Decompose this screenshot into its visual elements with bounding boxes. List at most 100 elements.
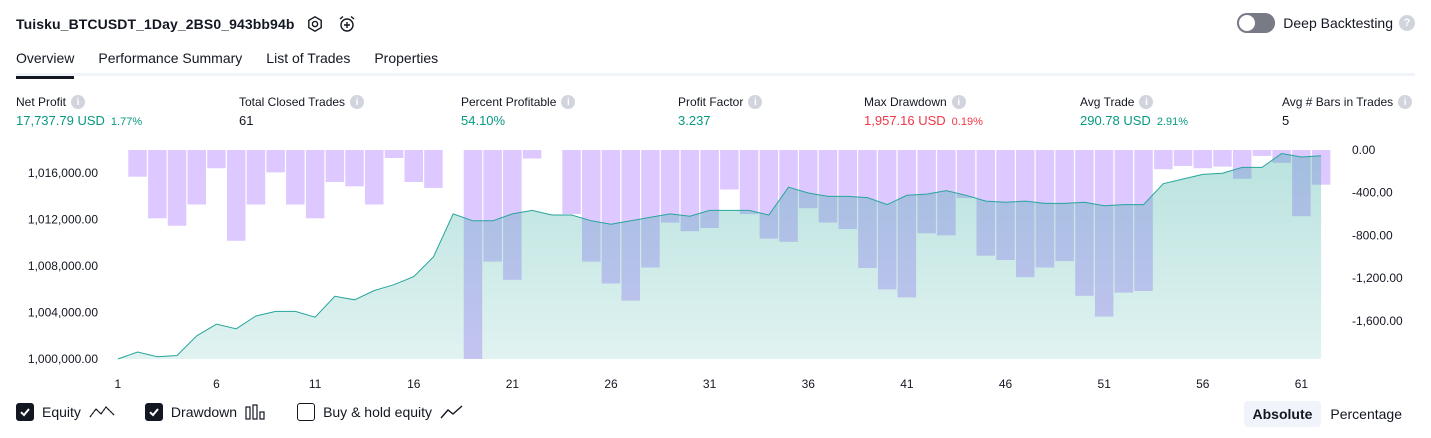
- metric-value: 5: [1282, 113, 1290, 128]
- chart-legend: Equity Drawdown Buy & hold equity: [16, 403, 494, 421]
- legend-label: Equity: [42, 404, 81, 420]
- info-icon[interactable]: i: [350, 95, 365, 109]
- metric-max-drawdown: Max Drawdown i 1,957.16 USD 0.19%: [864, 94, 983, 128]
- left-axis-tick: 1,000,000.00: [28, 352, 98, 366]
- left-axis-tick: 1,008,000.00: [28, 259, 98, 273]
- drawdown-bar: [562, 150, 581, 215]
- x-axis-tick: 41: [900, 377, 914, 391]
- deep-backtesting-toggle[interactable]: [1237, 13, 1276, 33]
- value-mode-switch: Absolute Percentage: [1243, 401, 1412, 427]
- drawdown-bar: [345, 150, 364, 187]
- metric-value: 61: [239, 113, 254, 128]
- legend-buy-hold[interactable]: Buy & hold equity: [297, 403, 464, 421]
- x-axis-tick: 1: [115, 377, 122, 391]
- info-icon[interactable]: i: [1139, 95, 1154, 109]
- mode-absolute[interactable]: Absolute: [1243, 401, 1322, 427]
- equity-area: [117, 153, 1322, 359]
- right-axis-tick: 0.00: [1352, 143, 1376, 157]
- x-axis: 1 6 11 16 21 26 31 36 41 46 51 56 61: [115, 377, 1309, 391]
- metric-label: Net Profit: [16, 95, 67, 109]
- legend-drawdown[interactable]: Drawdown: [144, 403, 267, 421]
- drawdown-bar: [167, 150, 187, 226]
- x-axis-tick: 31: [703, 377, 717, 391]
- settings-hex-icon[interactable]: [304, 13, 326, 35]
- x-axis-tick: 56: [1196, 377, 1210, 391]
- drawdown-bar: [1193, 150, 1212, 169]
- metric-percent: 0.19%: [951, 116, 983, 128]
- right-axis: 0.00 -400.00 -800.00 -1,200.00 -1,600.00: [1352, 143, 1403, 328]
- info-icon[interactable]: i: [71, 95, 86, 109]
- tab-performance-summary[interactable]: Performance Summary: [98, 50, 243, 66]
- equity-drawdown-chart[interactable]: 1,000,000.00 1,004,000.00 1,008,000.00 1,01…: [0, 140, 1431, 395]
- drawdown-bar: [325, 150, 345, 182]
- help-icon[interactable]: ?: [1399, 15, 1415, 31]
- metric-percent-profitable: Percent Profitable i 54.10%: [461, 94, 576, 128]
- mode-percentage[interactable]: Percentage: [1330, 406, 1402, 422]
- right-axis-tick: -800.00: [1352, 228, 1393, 242]
- info-icon[interactable]: i: [951, 95, 966, 109]
- legend-label: Drawdown: [170, 404, 238, 420]
- drawdown-bar: [424, 150, 443, 188]
- report-tabs: Overview Performance Summary List of Tra…: [16, 46, 1415, 79]
- drawdown-bar: [660, 150, 680, 223]
- equity-checkbox[interactable]: [16, 403, 34, 421]
- drawdown-bar: [128, 150, 147, 177]
- buy-hold-checkbox[interactable]: [297, 403, 316, 421]
- info-icon[interactable]: i: [561, 95, 576, 109]
- alarm-add-icon[interactable]: [336, 13, 358, 35]
- drawdown-bar: [1252, 150, 1272, 156]
- metric-label: Avg Trade: [1080, 95, 1135, 109]
- metric-total-closed-trades: Total Closed Trades i 61: [239, 94, 365, 128]
- x-axis-tick: 11: [309, 377, 322, 391]
- metric-profit-factor: Profit Factor i 3.237: [678, 94, 763, 128]
- drawdown-bar: [522, 150, 542, 159]
- strategy-header: Tuisku_BTCUSDT_1Day_2BS0_943bb94b: [16, 12, 358, 36]
- drawdown-bars-icon: [245, 404, 267, 420]
- metric-label: Total Closed Trades: [239, 95, 346, 109]
- tab-list-of-trades[interactable]: List of Trades: [266, 50, 351, 66]
- tab-properties[interactable]: Properties: [374, 50, 439, 66]
- drawdown-bar: [956, 150, 976, 199]
- strategy-title: Tuisku_BTCUSDT_1Day_2BS0_943bb94b: [16, 16, 295, 32]
- metric-avg-trade: Avg Trade i 290.78 USD 2.91%: [1080, 94, 1188, 128]
- metric-net-profit: Net Profit i 17,737.79 USD 1.77%: [16, 94, 142, 128]
- metric-value: 3.237: [678, 113, 711, 128]
- deep-backtesting: Deep Backtesting ?: [1237, 13, 1415, 33]
- tab-overview[interactable]: Overview: [16, 46, 75, 79]
- info-icon[interactable]: i: [1398, 95, 1413, 109]
- left-axis-tick: 1,012,000.00: [28, 213, 98, 227]
- drawdown-bar: [1173, 150, 1193, 166]
- drawdown-bar: [365, 150, 384, 205]
- right-axis-tick: -1,200.00: [1352, 271, 1403, 285]
- drawdown-bar: [404, 150, 423, 182]
- metric-value: 290.78 USD: [1080, 113, 1151, 128]
- left-axis-tick: 1,004,000.00: [28, 306, 98, 320]
- drawdown-bar: [384, 150, 404, 158]
- x-axis-tick: 26: [604, 377, 618, 391]
- metric-value: 54.10%: [461, 113, 506, 128]
- drawdown-bar: [148, 150, 167, 219]
- legend-label: Buy & hold equity: [323, 404, 433, 420]
- drawdown-checkbox[interactable]: [144, 403, 163, 421]
- metric-label: Avg # Bars in Trades: [1282, 95, 1394, 109]
- drawdown-bar: [720, 150, 739, 190]
- drawdown-bar: [305, 150, 325, 219]
- deep-backtesting-label: Deep Backtesting: [1283, 15, 1393, 31]
- metric-label: Percent Profitable: [461, 95, 557, 109]
- x-axis-tick: 51: [1098, 377, 1112, 391]
- metric-label: Profit Factor: [678, 95, 744, 109]
- x-axis-tick: 16: [407, 377, 421, 391]
- metric-percent: 1.77%: [110, 116, 143, 128]
- x-axis-tick: 61: [1295, 377, 1309, 391]
- metric-avg-bars-in-trades: Avg # Bars in Trades i 5: [1282, 94, 1413, 128]
- x-axis-tick: 36: [802, 377, 816, 391]
- x-axis-tick: 21: [506, 377, 520, 391]
- legend-equity[interactable]: Equity: [16, 403, 115, 421]
- drawdown-bar: [246, 150, 266, 205]
- x-axis-tick: 6: [213, 377, 220, 391]
- info-icon[interactable]: i: [748, 95, 763, 109]
- drawdown-bar: [266, 150, 285, 173]
- drawdown-bar: [700, 150, 719, 228]
- drawdown-bar: [286, 150, 305, 205]
- drawdown-bar: [207, 150, 226, 169]
